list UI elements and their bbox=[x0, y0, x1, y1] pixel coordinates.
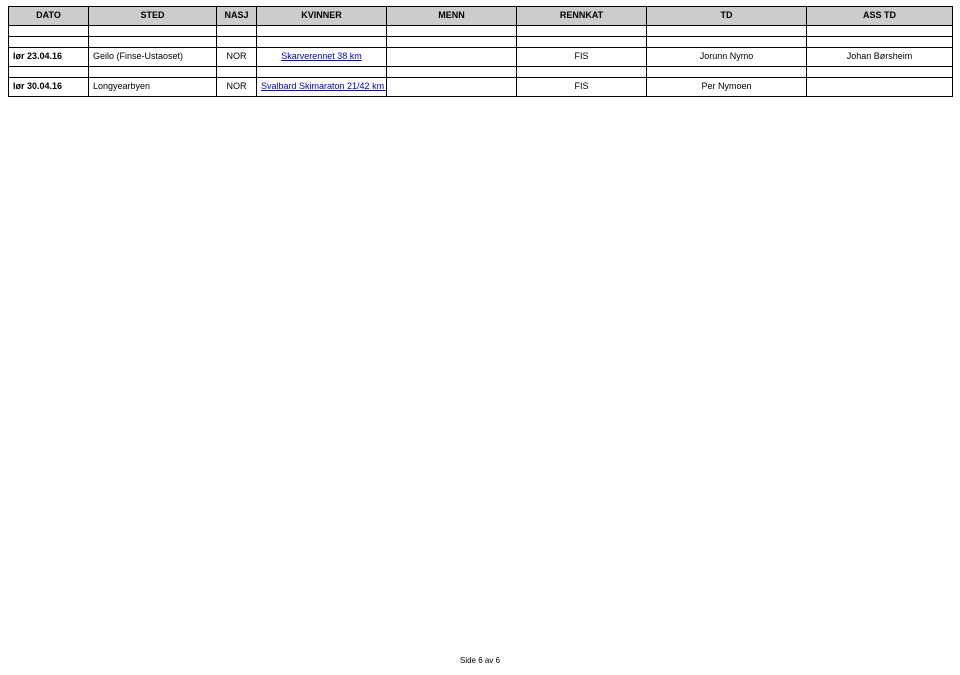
cell-kvinner: Skarverennet 38 km bbox=[257, 48, 387, 67]
cell-td: Jorunn Nymo bbox=[647, 48, 807, 67]
cell-menn bbox=[387, 48, 517, 67]
cell-asstd: Johan Børsheim bbox=[807, 48, 953, 67]
col-menn: MENN bbox=[387, 7, 517, 26]
cell-nasj: NOR bbox=[217, 78, 257, 97]
schedule-table: DATO STED NASJ KVINNER MENN RENNKAT TD A… bbox=[8, 6, 953, 97]
col-td: TD bbox=[647, 7, 807, 26]
cell-rennkat: FIS bbox=[517, 78, 647, 97]
table-row: lør 30.04.16 Longyearbyen NOR Svalbard S… bbox=[9, 78, 953, 97]
page-footer: Side 6 av 6 bbox=[0, 656, 960, 665]
col-sted: STED bbox=[89, 7, 217, 26]
cell-dato: lør 30.04.16 bbox=[9, 78, 89, 97]
cell-kvinner: Svalbard Skimaraton 21/42 km C bbox=[257, 78, 387, 97]
col-nasj: NASJ bbox=[217, 7, 257, 26]
cell-asstd bbox=[807, 78, 953, 97]
col-kvinner: KVINNER bbox=[257, 7, 387, 26]
cell-rennkat: FIS bbox=[517, 48, 647, 67]
spacer-row bbox=[9, 26, 953, 37]
cell-dato: lør 23.04.16 bbox=[9, 48, 89, 67]
col-rennkat: RENNKAT bbox=[517, 7, 647, 26]
spacer-row bbox=[9, 67, 953, 78]
cell-nasj: NOR bbox=[217, 48, 257, 67]
table-row: lør 23.04.16 Geilo (Finse-Ustaoset) NOR … bbox=[9, 48, 953, 67]
col-dato: DATO bbox=[9, 7, 89, 26]
race-link[interactable]: Svalbard Skimaraton 21/42 km C bbox=[261, 81, 387, 91]
col-asstd: ASS TD bbox=[807, 7, 953, 26]
cell-td: Per Nymoen bbox=[647, 78, 807, 97]
cell-menn bbox=[387, 78, 517, 97]
page-container: DATO STED NASJ KVINNER MENN RENNKAT TD A… bbox=[0, 0, 960, 97]
race-link[interactable]: Skarverennet 38 km bbox=[281, 51, 362, 61]
cell-sted: Geilo (Finse-Ustaoset) bbox=[89, 48, 217, 67]
spacer-row bbox=[9, 37, 953, 48]
cell-sted: Longyearbyen bbox=[89, 78, 217, 97]
header-row: DATO STED NASJ KVINNER MENN RENNKAT TD A… bbox=[9, 7, 953, 26]
